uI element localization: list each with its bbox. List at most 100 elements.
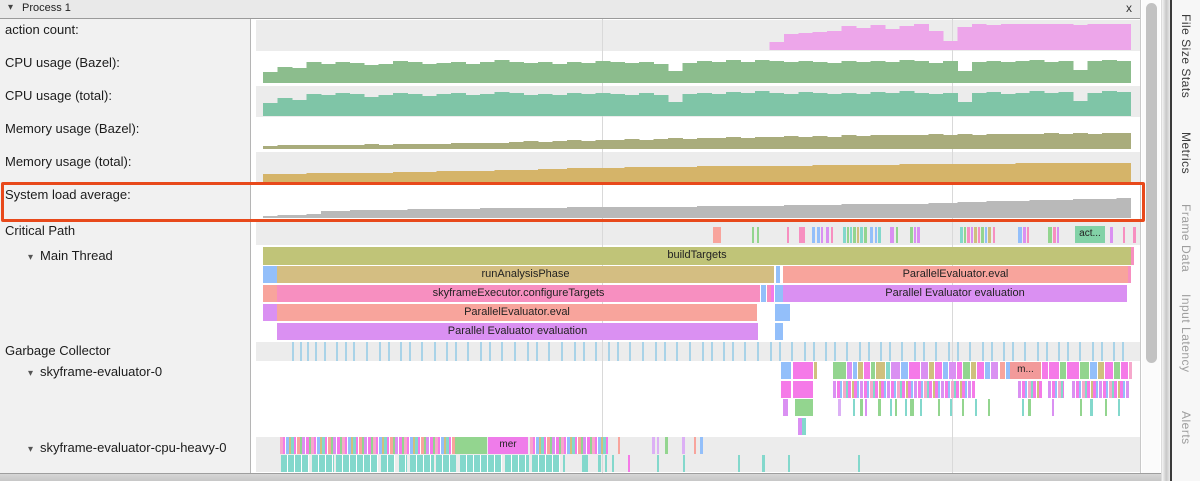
trace-slice[interactable] [853,399,855,417]
gc-tick[interactable] [676,342,678,361]
trace-slice[interactable]: ParallelEvaluator.eval [783,265,1128,284]
gc-tick[interactable] [1101,342,1103,361]
mem-bazel-histogram[interactable] [263,120,1131,149]
critical-path-sliver[interactable] [1018,227,1022,243]
trace-slice[interactable] [738,455,740,473]
trace-slice[interactable] [858,362,863,380]
critical-path-sliver[interactable] [799,227,805,243]
trace-slice[interactable] [871,362,875,380]
trace-slice[interactable] [886,362,890,380]
critical-path-sliver[interactable] [988,227,991,243]
trace-slice[interactable] [1000,362,1005,380]
critical-path-sliver[interactable] [860,227,863,243]
trace-slice[interactable] [798,417,802,435]
trace-slice[interactable] [1105,399,1107,417]
gc-tick[interactable] [834,342,836,361]
trace-slice[interactable] [652,437,655,455]
mem-total-histogram[interactable] [263,153,1131,182]
trace-slice[interactable] [455,437,487,455]
critical-path-sliver[interactable] [875,227,877,243]
gc-tick[interactable] [324,342,326,361]
gc-tick[interactable] [655,342,657,361]
gc-tick[interactable] [421,342,423,361]
tab-input-latency[interactable]: Input Latency [1179,294,1193,373]
gc-tick[interactable] [548,342,550,361]
critical-path-sliver[interactable] [1057,227,1059,243]
critical-path-sliver[interactable] [1023,227,1026,243]
gc-tick[interactable] [366,342,368,361]
trace-slice[interactable] [781,380,791,398]
trace-slice-cluster[interactable] [281,455,309,473]
cpu-bazel-track[interactable] [256,52,1140,85]
critical-path-sliver[interactable] [847,227,849,243]
panel-splitter[interactable] [1161,0,1170,481]
trace-slice[interactable] [1042,362,1048,380]
trace-slice[interactable] [1121,362,1128,380]
trace-slice[interactable] [1067,362,1079,380]
trace-slice[interactable]: ParallelEvaluator.eval [277,303,757,322]
gc-tick[interactable] [901,342,903,361]
gc-tick[interactable] [1092,342,1094,361]
gc-tick[interactable] [889,342,891,361]
trace-slice-cluster[interactable] [312,455,334,473]
gc-tick[interactable] [489,342,491,361]
trace-slice-cluster[interactable] [410,455,434,473]
gc-tick[interactable] [957,342,959,361]
gc-tick[interactable] [991,342,993,361]
gc-tick[interactable] [1046,342,1048,361]
tab-frame-data[interactable]: Frame Data [1179,204,1193,273]
gc-tick[interactable] [455,342,457,361]
trace-slice[interactable] [938,399,940,417]
skyframe-evaluator-0-track[interactable]: m... [256,362,1140,436]
gc-tick[interactable] [379,342,381,361]
trace-slice[interactable] [977,362,984,380]
trace-slice-cluster[interactable] [505,455,529,473]
trace-slice[interactable] [858,455,860,473]
critical-path-sliver[interactable] [960,227,963,243]
gc-tick[interactable] [923,342,925,361]
gc-tick[interactable] [825,342,827,361]
trace-slice[interactable] [605,455,607,473]
action-count-histogram[interactable] [263,21,1131,50]
trace-slice-cluster[interactable] [460,455,502,473]
trace-slice-cluster[interactable] [1072,380,1130,398]
trace-slice[interactable] [935,362,942,380]
gc-tick[interactable] [536,342,538,361]
critical-path-sliver[interactable] [850,227,852,243]
trace-slice[interactable] [833,362,846,380]
row-label-main-thread[interactable]: ▾ Main Thread [28,248,113,263]
critical-path-sliver[interactable] [812,227,815,243]
trace-slice[interactable] [1080,362,1089,380]
trace-slice-cluster[interactable] [336,455,378,473]
trace-slice[interactable] [618,437,620,455]
gc-tick[interactable] [702,342,704,361]
gc-tick[interactable] [353,342,355,361]
trace-slice[interactable] [876,362,885,380]
trace-slice[interactable] [1028,399,1031,417]
gc-tick[interactable] [1067,342,1069,361]
trace-slice[interactable] [263,265,277,284]
trace-slice[interactable] [263,284,277,303]
mem-bazel-track[interactable] [256,118,1140,151]
trace-slice-m[interactable]: m... [1010,362,1041,380]
critical-path-sliver[interactable] [826,227,829,243]
critical-path-sliver[interactable] [971,227,973,243]
gc-tick[interactable] [514,342,516,361]
gc-tick[interactable] [1122,342,1124,361]
trace-slice[interactable] [775,322,783,341]
trace-slice[interactable] [563,455,565,473]
trace-slice[interactable] [920,399,922,417]
trace-slice[interactable] [1022,399,1024,417]
gc-tick[interactable] [804,342,806,361]
trace-slice[interactable] [921,362,928,380]
critical-path-sliver[interactable] [757,227,759,243]
gc-tick[interactable] [501,342,503,361]
gc-tick[interactable] [617,342,619,361]
trace-slice[interactable] [776,265,780,284]
trace-slice[interactable] [847,362,852,380]
gc-tick[interactable] [859,342,861,361]
trace-slice[interactable] [802,417,806,435]
critical-path-sliver[interactable] [964,227,966,243]
collapse-triangle-icon[interactable]: ▾ [28,368,34,379]
trace-slice-cluster[interactable] [280,437,455,455]
